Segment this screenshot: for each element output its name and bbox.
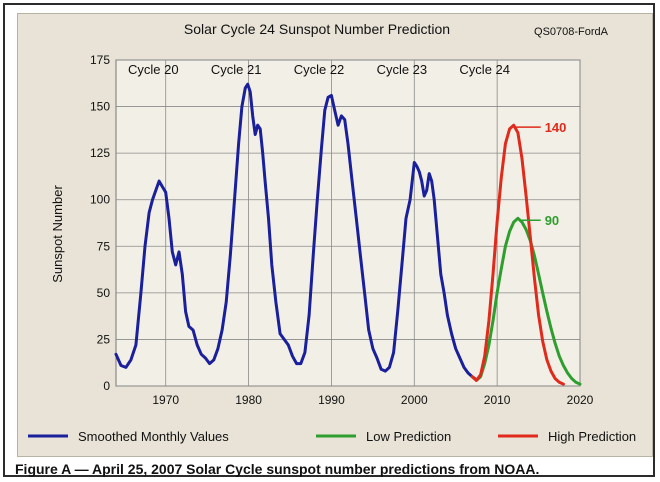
- x-tick-label: 2000: [401, 393, 428, 407]
- annotation-label: 90: [545, 213, 559, 228]
- figure-frame: 140 90 0 25 50 75 100 125 150 175 1970 1980 1990 200…: [3, 3, 655, 477]
- y-tick-label: 125: [90, 146, 110, 160]
- chart-title: Solar Cycle 24 Sunspot Number Prediction: [184, 21, 450, 37]
- legend-entry: High Prediction: [548, 429, 636, 444]
- series-line-1: [470, 216, 582, 386]
- x-tick-label: 2020: [567, 393, 594, 407]
- series-line-2: [470, 123, 565, 386]
- y-tick-label: 0: [103, 379, 110, 393]
- chart-panel: 140 90 0 25 50 75 100 125 150 175 1970 1980 1990 200…: [17, 13, 653, 457]
- plot-area: [115, 59, 581, 387]
- cycle-label: Cycle 23: [377, 62, 428, 77]
- cycle-label: Cycle 21: [211, 62, 262, 77]
- x-tick-label: 1990: [318, 393, 345, 407]
- legend: Smoothed Monthly Values Low Prediction Hig…: [28, 429, 636, 444]
- y-tick-label: 50: [97, 286, 111, 300]
- legend-entry: Smoothed Monthly Values: [78, 429, 229, 444]
- x-tick-label: 1970: [152, 393, 179, 407]
- annotation-label: 140: [545, 120, 567, 135]
- cycle-label: Cycle 22: [294, 62, 345, 77]
- x-tick-label: 2010: [484, 393, 511, 407]
- series-line-0: [114, 82, 477, 380]
- cycle-label: Cycle 24: [459, 62, 510, 77]
- y-tick-label: 100: [90, 193, 110, 207]
- axes: 0 25 50 75 100 125 150 175 1970 1980 1990 2000 2010 2…: [90, 53, 594, 407]
- y-tick-label: 150: [90, 100, 110, 114]
- cycle-label: Cycle 20: [128, 62, 179, 77]
- sunspot-chart: 140 90 0 25 50 75 100 125 150 175 1970 1980 1990 200…: [28, 21, 636, 444]
- series-lines: 140 90: [114, 82, 582, 386]
- y-tick-label: 175: [90, 53, 110, 67]
- y-tick-label: 25: [97, 332, 111, 346]
- corner-tag: QS0708-FordA: [534, 26, 609, 38]
- y-axis-label: Sunspot Number: [50, 185, 65, 283]
- legend-entry: Low Prediction: [366, 429, 451, 444]
- figure-caption: Figure A — April 25, 2007 Solar Cycle su…: [15, 461, 540, 477]
- x-tick-label: 1980: [235, 393, 262, 407]
- y-tick-label: 75: [97, 239, 111, 253]
